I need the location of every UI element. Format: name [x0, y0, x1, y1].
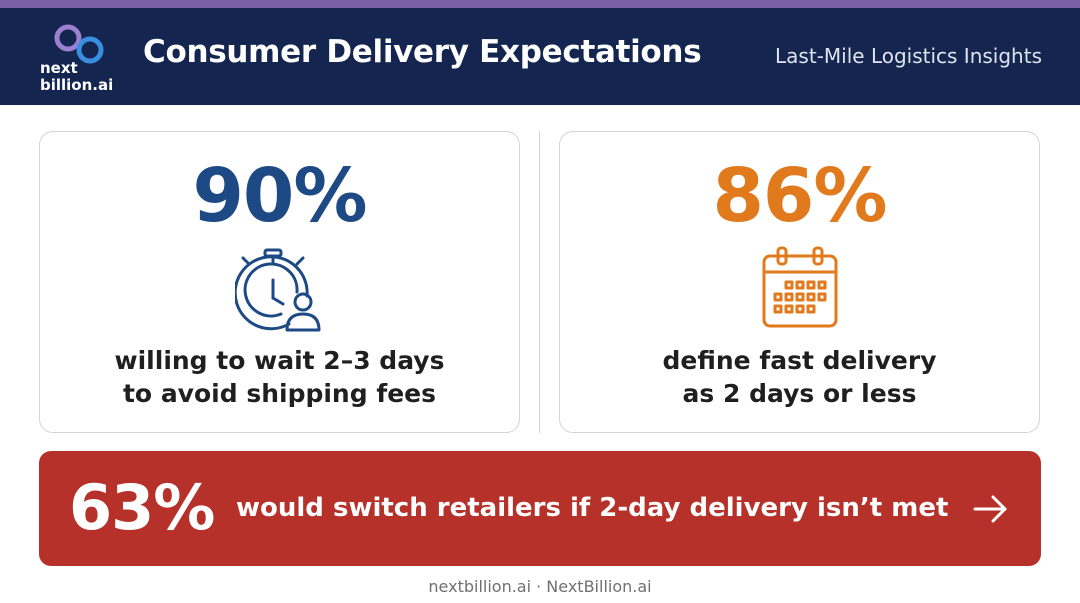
- stopwatch-person-icon: [234, 248, 320, 332]
- footer: nextbillion.ai · NextBillion.ai: [428, 577, 652, 596]
- stat-text-wait-line-1: willing to wait 2–3 days: [114, 346, 445, 375]
- banner-value: 63%: [69, 471, 215, 544]
- stat-value-wait: 90%: [192, 153, 367, 239]
- stat-text-fast-delivery-line-1: define fast delivery: [662, 346, 937, 375]
- logo-text: next billion.ai: [40, 60, 113, 94]
- stat-text-wait: willing to wait 2–3 days to avoid shippi…: [40, 344, 519, 410]
- page-subtitle: Last-Mile Logistics Insights: [775, 44, 1042, 68]
- stat-card-wait: 90% willing to wait 2–3 days to avoid sh…: [39, 131, 520, 433]
- header: next billion.ai Consumer Delivery Expect…: [0, 8, 1080, 105]
- arrow-right-icon: [973, 495, 1007, 523]
- logo-line-1: next: [40, 59, 78, 77]
- logo-line-2: billion.ai: [40, 76, 114, 94]
- stat-card-fast-delivery: 86% define fast delivery as 2 days or le…: [559, 131, 1040, 433]
- logo-mark-icon: [54, 24, 104, 64]
- card-divider: [539, 131, 540, 433]
- stat-text-fast-delivery: define fast delivery as 2 days or less: [560, 344, 1039, 410]
- top-accent-bar: [0, 0, 1080, 8]
- logo: next billion.ai: [36, 24, 116, 96]
- calendar-icon: [762, 246, 837, 328]
- stat-value-fast-delivery: 86%: [712, 153, 887, 239]
- banner-text: would switch retailers if 2-day delivery…: [236, 493, 949, 523]
- page-title: Consumer Delivery Expectations: [143, 34, 702, 70]
- stat-text-wait-line-2: to avoid shipping fees: [122, 379, 436, 408]
- switch-retailers-banner: 63% would switch retailers if 2-day deli…: [39, 451, 1041, 566]
- stat-text-fast-delivery-line-2: as 2 days or less: [682, 379, 917, 408]
